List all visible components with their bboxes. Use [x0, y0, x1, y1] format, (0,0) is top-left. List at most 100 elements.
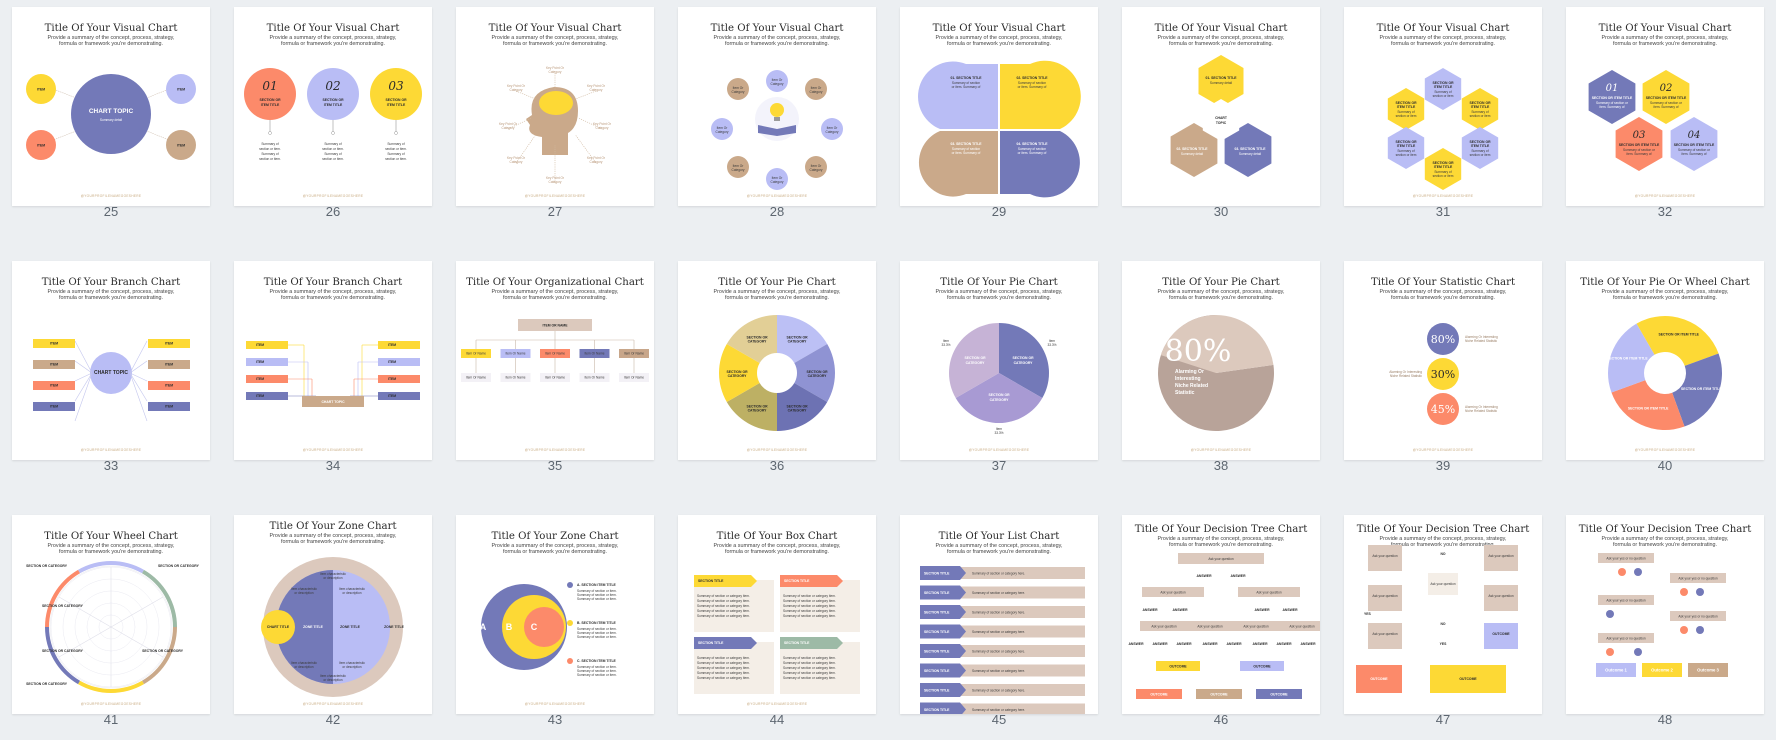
- slide-thumbnail-34[interactable]: Title Of Your Branch Chart Provide a summ…: [234, 261, 432, 460]
- list-header: [920, 683, 966, 697]
- slide-thumbnail-33[interactable]: Title Of Your Branch Chart Provide a summ…: [12, 261, 210, 460]
- slide-thumbnail-44[interactable]: Title Of Your Box Chart Provide a summary…: [678, 515, 876, 714]
- key-point-label: Category: [510, 88, 523, 92]
- yes-node: [1634, 648, 1642, 656]
- segment-title: SECTION OR ITEM TITLE: [1658, 332, 1699, 336]
- org-node: [461, 349, 491, 358]
- outcome-box: [1240, 661, 1284, 671]
- box-line: Summary of section or category item.: [697, 594, 750, 598]
- slide-thumbnail-47[interactable]: Title Of Your Decision Tree Chart Provide…: [1344, 515, 1542, 714]
- slide-thumbnail-28[interactable]: Title Of Your Visual Chart Provide a summ…: [678, 7, 876, 206]
- segment-title: SECTION OR ITEM TITLE: [1607, 356, 1648, 360]
- list-header: [920, 624, 966, 639]
- key-point-label: Category: [590, 88, 603, 92]
- no-node: [1680, 588, 1688, 596]
- branch-item: [33, 381, 75, 390]
- org-node-label: Item Or Name: [545, 352, 565, 356]
- wheel-category-label: SECTION OR CATEGORY: [42, 604, 84, 608]
- slide-subtitle: formula or framework you're demonstratin…: [1391, 542, 1495, 548]
- section-label: SECTION OR: [746, 335, 768, 339]
- section-label: SECTION OR: [322, 98, 344, 102]
- legend-dot: [567, 658, 573, 664]
- legend-title: B. SECTION ITEM TITLE: [577, 621, 617, 625]
- slide-thumbnail-30[interactable]: Title Of Your Visual Chart Provide a summ…: [1122, 7, 1320, 206]
- slide-footer: @YOURPROFILENAMEGOESHERE: [747, 702, 808, 706]
- connector-line: [575, 90, 597, 100]
- slide-thumbnail-25[interactable]: Title Of Your Visual Chart Provide a summ…: [12, 7, 210, 206]
- answer-label: ANSWER: [1300, 642, 1316, 646]
- slide-subtitle: formula or framework you're demonstratin…: [1613, 295, 1717, 301]
- answer-label: ANSWER: [1152, 642, 1168, 646]
- question-box: [1278, 621, 1320, 631]
- answer-label: ANSWER: [1226, 642, 1242, 646]
- connector-line: [129, 372, 148, 402]
- hexagon-shape: [1170, 123, 1218, 177]
- lightbulb-icon: [770, 103, 784, 117]
- slide-number: 31: [1435, 204, 1451, 219]
- zone-letter: B: [506, 622, 513, 632]
- slide-title: Title Of Your Visual Chart: [1599, 23, 1733, 34]
- question-label: Ask your question: [1372, 554, 1398, 558]
- legend-summary: Summary of section or item.: [577, 635, 617, 639]
- outcome-box: [1596, 663, 1636, 677]
- section-summary: section or item: [1470, 153, 1491, 157]
- section-summary: Summary detail: [1210, 81, 1232, 85]
- section-summary: section or item: [1396, 114, 1417, 118]
- slide-thumbnail-39[interactable]: Title Of Your Statistic Chart Provide a s…: [1344, 261, 1542, 460]
- slide-thumbnail-35[interactable]: Title Of Your Organizational Chart Provid…: [456, 261, 654, 460]
- item-label: ITEM: [256, 377, 264, 381]
- section-summary: section or item.: [385, 157, 407, 161]
- slide-number: 34: [325, 458, 341, 473]
- slide-thumbnail-32[interactable]: Title Of Your Visual Chart Provide a summ…: [1566, 7, 1764, 206]
- section-summary: item. Summary of: [1654, 105, 1679, 109]
- section-number: 02: [1660, 83, 1673, 94]
- slide-thumbnail-31[interactable]: Title Of Your Visual Chart Provide a summ…: [1344, 7, 1542, 206]
- box-line: Summary of section or category item.: [697, 614, 750, 618]
- org-node-label: Item Or Name: [624, 352, 644, 356]
- legend-summary: Summary of section or item.: [577, 589, 617, 593]
- slide-thumbnail-46[interactable]: Title Of Your Decision Tree Chart Provide…: [1122, 515, 1320, 714]
- pie-slice: [726, 383, 777, 431]
- list-summary: Summary of section or category here.: [972, 669, 1025, 673]
- slide-thumbnail-38[interactable]: Title Of Your Pie Chart Provide a summary…: [1122, 261, 1320, 460]
- answer-label: ANSWER: [1276, 642, 1292, 646]
- list-row: [960, 703, 1085, 714]
- slice-label: CATEGORY: [1014, 361, 1034, 365]
- slide-thumbnail-40[interactable]: Title Of Your Pie Or Wheel Chart Provide …: [1566, 261, 1764, 460]
- box-line: Summary of section or category item.: [697, 599, 750, 603]
- slide-thumbnail-29[interactable]: Title Of Your Visual Chart Provide a summ…: [900, 7, 1098, 206]
- slide-thumbnail-26[interactable]: Title Of Your Visual Chart Provide a summ…: [234, 7, 432, 206]
- section-summary: Summary of: [1397, 149, 1414, 153]
- box-title: SECTION TITLE: [784, 641, 810, 645]
- box-line: Summary of section or category item.: [783, 671, 836, 675]
- org-node-label: Item Or Name: [466, 376, 486, 380]
- slide-title: Title Of Your Wheel Chart: [44, 531, 179, 542]
- slide-thumbnail-37[interactable]: Title Of Your Pie Chart Provide a summary…: [900, 261, 1098, 460]
- list-row: [960, 606, 1085, 618]
- list-summary: Summary of section or category here.: [972, 689, 1025, 693]
- branch-label: NO: [1440, 622, 1445, 626]
- slide-title: Title Of Your Decision Tree Chart: [1135, 524, 1309, 535]
- slide-thumbnail-42[interactable]: Title Of Your Zone Chart Provide a summar…: [234, 515, 432, 714]
- slide-thumbnail-36[interactable]: Title Of Your Pie Chart Provide a summary…: [678, 261, 876, 460]
- slide-number: 37: [991, 458, 1007, 473]
- connector-line: [110, 596, 164, 628]
- slide-thumbnail-43[interactable]: Title Of Your Zone Chart Provide a summar…: [456, 515, 654, 714]
- section-title: 02. SECTION TITLE: [1016, 76, 1048, 80]
- question-label: Ask your question: [1256, 591, 1282, 595]
- slide-thumbnail-27[interactable]: Title Of Your Visual Chart Provide a summ…: [456, 7, 654, 206]
- item-label: Item Or: [772, 78, 784, 82]
- slide-thumbnail-41[interactable]: Title Of Your Wheel Chart Provide a summa…: [12, 515, 210, 714]
- slide-subtitle: Provide a summary of the concept, proces…: [714, 543, 841, 549]
- section-title: 03. SECTION TITLE: [950, 142, 982, 146]
- item-label: Item Or: [772, 176, 784, 180]
- slide-thumbnail-48[interactable]: Title Of Your Decision Tree Chart Provide…: [1566, 515, 1764, 714]
- box-line: Summary of section or category item.: [783, 609, 836, 613]
- stat-text: Alarming Or: [1175, 369, 1204, 375]
- stat-value: 45%: [1431, 403, 1455, 416]
- slide-thumbnail-45[interactable]: Title Of Your List Chart Provide a summar…: [900, 515, 1098, 714]
